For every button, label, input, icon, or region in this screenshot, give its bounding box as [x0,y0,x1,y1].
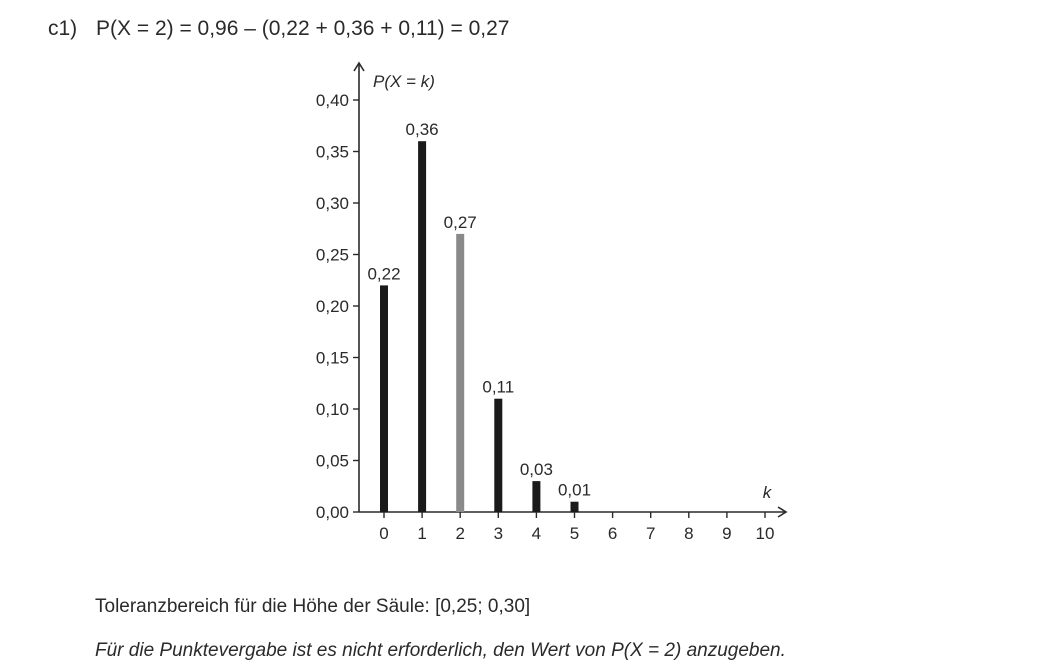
x-axis-arrow [777,506,788,518]
y-tick-label: 0,00 [316,503,349,522]
bar-chart: 0,00 0,05 0,10 0,15 0,20 0,25 0,30 0,35 0,40 0 1 2 3… [316,61,788,543]
x-tick-label: 7 [646,524,655,543]
data-label: 0,27 [444,213,477,232]
y-tick-label: 0,35 [316,143,349,162]
data-label: 0,22 [367,264,400,283]
x-tick-label: 8 [684,524,693,543]
y-tick-label: 0,30 [316,194,349,213]
x-tick-label: 10 [756,524,775,543]
data-label: 0,11 [482,378,514,397]
y-axis-arrow [353,61,365,72]
y-tick-label: 0,25 [316,246,349,265]
x-tick-label: 4 [532,524,541,543]
part-label: c1) [48,17,78,40]
x-tick-label: 2 [455,524,464,543]
bar-k4 [532,481,541,512]
bar-k0 [380,285,388,512]
scoring-note: Für die Punktevergabe ist es nicht erfor… [95,640,786,661]
x-tick-label: 1 [417,524,426,543]
y-tick-label: 0,05 [316,452,349,471]
bar-k2 [456,233,465,512]
y-tick-label: 0,20 [316,297,349,316]
data-label: 0,01 [558,481,591,500]
equation: P(X = 2) = 0,96 – (0,22 + 0,36 + 0,11) =… [96,17,510,40]
y-tick-label: 0,40 [316,91,349,110]
x-tick-label: 9 [722,524,731,543]
x-tick-label: 5 [570,524,579,543]
y-tick-label: 0,10 [316,400,349,419]
y-axis-label: P(X = k) [373,72,435,91]
bar-k5 [570,501,579,512]
bar-k3 [494,398,503,512]
chart-bars [380,141,579,512]
y-tick-label: 0,15 [316,349,349,368]
x-tick-label: 3 [494,524,503,543]
x-axis-label: k [763,483,773,502]
x-tick-label: 0 [379,524,388,543]
tolerance-text: Toleranzbereich für die Höhe der Säule: … [95,596,531,617]
data-label: 0,03 [520,460,553,479]
bar-k1 [418,141,427,512]
chart-labels: 0,00 0,05 0,10 0,15 0,20 0,25 0,30 0,35 0,40 0 1 2 3… [316,72,775,543]
x-tick-label: 6 [608,524,617,543]
data-label: 0,36 [406,120,439,139]
